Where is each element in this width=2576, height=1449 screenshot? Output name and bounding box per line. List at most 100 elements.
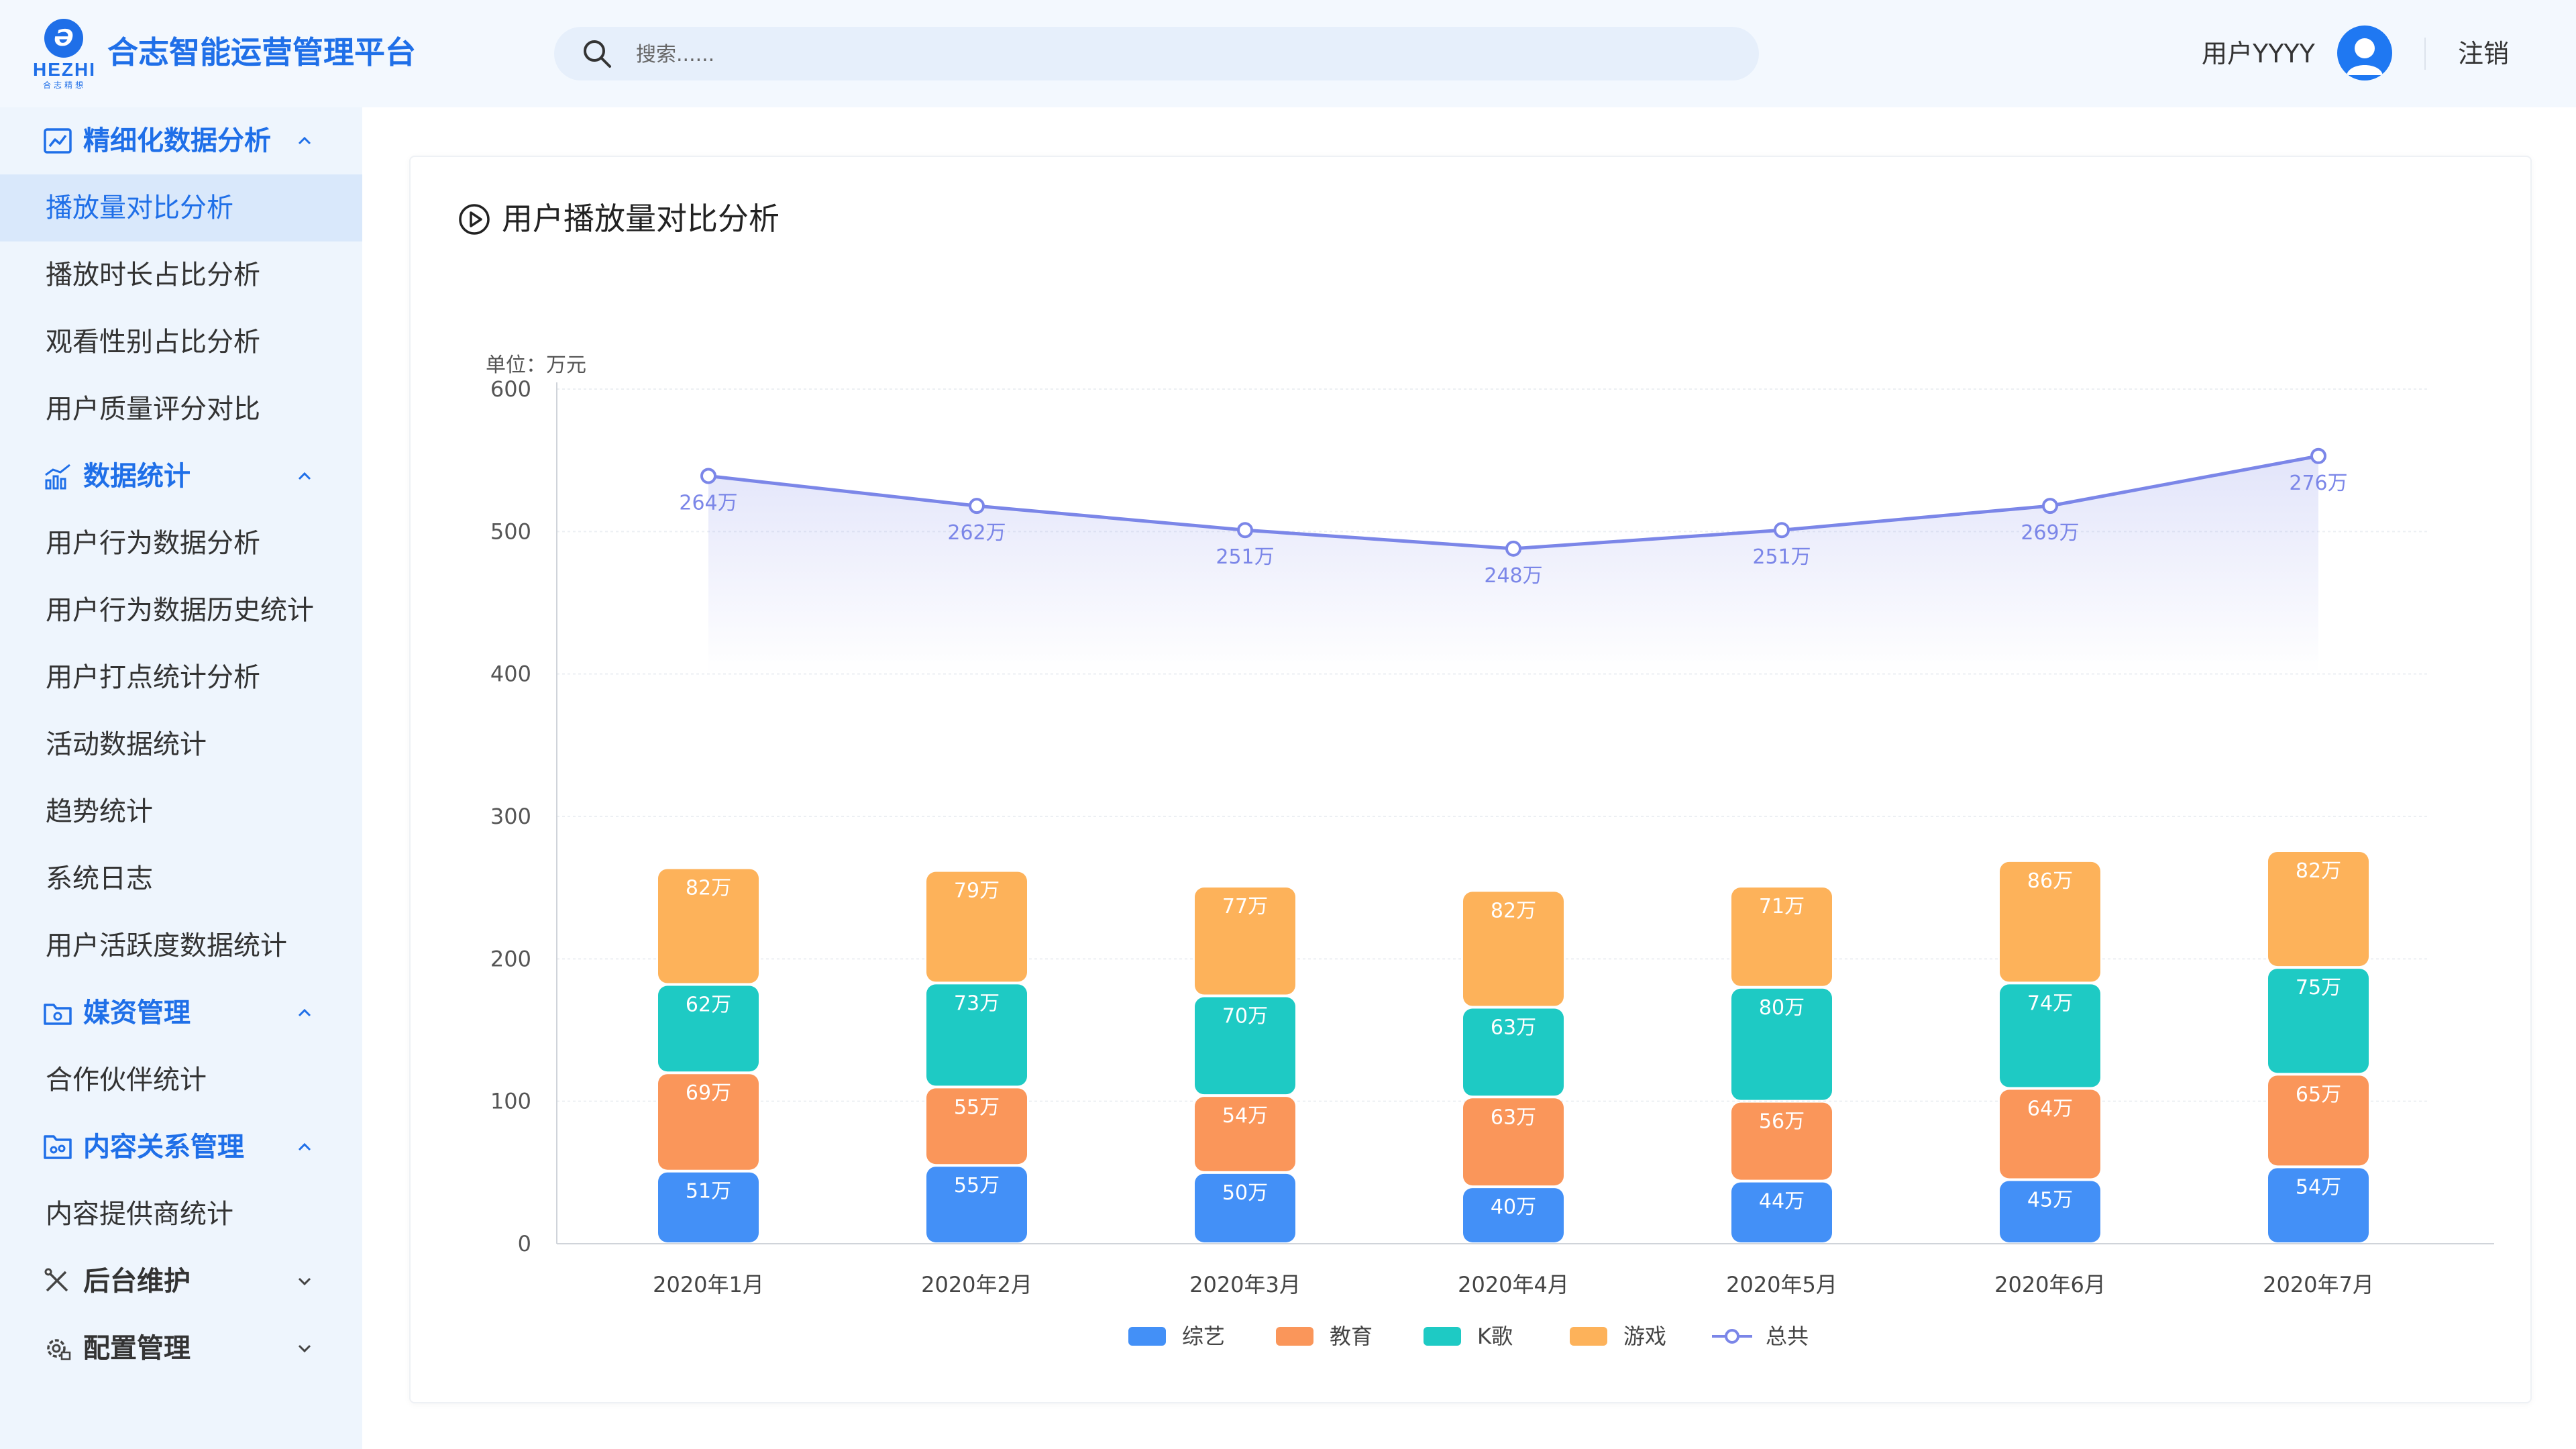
legend-label: 游戏 <box>1623 1324 1666 1349</box>
bar-data-label: 79万 <box>954 879 1000 903</box>
sidebar-item-playback-compare[interactable]: 播放量对比分析 <box>0 174 362 241</box>
bar-data-label: 40万 <box>1491 1195 1536 1219</box>
bar-education <box>926 1088 1027 1165</box>
sidebar-item-partner-stats[interactable]: 合作伙伴统计 <box>0 1046 362 1114</box>
user-avatar[interactable] <box>2337 25 2392 80</box>
sidebar: 精细化数据分析 播放量对比分析 播放时长占比分析 观看性别占比分析 用户质量评分… <box>0 107 362 1449</box>
total-line-point <box>969 498 985 515</box>
sidebar-item-duration-ratio[interactable]: 播放时长占比分析 <box>0 241 362 309</box>
sidebar-item-user-tracking[interactable]: 用户打点统计分析 <box>0 644 362 711</box>
sidebar-item-gender-ratio[interactable]: 观看性别占比分析 <box>0 309 362 376</box>
total-line-point <box>1237 522 1253 539</box>
bar-data-label: 45万 <box>2027 1188 2073 1212</box>
bar-line-chart-icon <box>45 464 70 490</box>
total-line-label: 251万 <box>1216 545 1274 569</box>
bar-ktv <box>1195 997 1295 1095</box>
sidebar-item-system-log[interactable]: 系统日志 <box>0 845 362 912</box>
legend-swatch <box>1424 1327 1461 1346</box>
user-name[interactable]: 用户YYYY <box>2202 39 2315 68</box>
bar-data-label: 55万 <box>954 1174 1000 1197</box>
search-icon[interactable] <box>581 38 613 70</box>
bar-games <box>1731 888 1832 986</box>
hezhi-logo[interactable]: Ə HEZHI 合志精想 <box>32 19 97 90</box>
bar-data-label: 55万 <box>954 1095 1000 1119</box>
bar-education <box>2268 1075 2369 1166</box>
sidebar-item-label: 趋势统计 <box>46 796 153 827</box>
legend-label: 教育 <box>1330 1324 1373 1349</box>
bar-data-label: 64万 <box>2027 1097 2073 1121</box>
sidebar-group-data-stats[interactable]: 数据统计 <box>0 443 362 510</box>
sidebar-item-label: 用户打点统计分析 <box>46 662 260 693</box>
search-bar[interactable] <box>554 27 1759 80</box>
total-line-point <box>700 468 716 484</box>
bar-games <box>1463 892 1564 1006</box>
sidebar-item-trend-stats[interactable]: 趋势统计 <box>0 778 362 845</box>
logo-text: HEZHI <box>33 59 96 80</box>
sidebar-group-label: 精细化数据分析 <box>83 125 271 156</box>
bar-games <box>1195 888 1295 995</box>
sidebar-item-label: 播放量对比分析 <box>46 193 233 223</box>
bar-data-label: 51万 <box>686 1180 731 1203</box>
bar-variety <box>1195 1173 1295 1242</box>
legend-swatch <box>1128 1327 1166 1346</box>
bar-data-label: 75万 <box>2296 976 2341 1000</box>
bar-games <box>2000 861 2100 982</box>
sidebar-item-provider-stats[interactable]: 内容提供商统计 <box>0 1181 362 1248</box>
x-tick-label: 2020年4月 <box>1458 1272 1569 1297</box>
total-line-point <box>2042 498 2058 515</box>
bar-data-label: 44万 <box>1759 1190 1805 1214</box>
trend-chart-icon <box>44 128 72 154</box>
bar-ktv <box>2268 969 2369 1073</box>
sidebar-item-label: 用户质量评分对比 <box>46 394 260 425</box>
bar-ktv <box>2000 984 2100 1087</box>
bar-data-label: 62万 <box>686 994 731 1017</box>
bar-variety <box>2268 1168 2369 1242</box>
sidebar-group-config[interactable]: 配置管理 <box>0 1315 362 1382</box>
sidebar-group-media[interactable]: 媒资管理 <box>0 979 362 1046</box>
x-tick-label: 2020年3月 <box>1189 1272 1301 1297</box>
search-input[interactable] <box>635 34 1711 75</box>
x-tick-label: 2020年6月 <box>1994 1272 2106 1297</box>
sidebar-group-content-relation[interactable]: 内容关系管理 <box>0 1114 362 1181</box>
sidebar-group-fine-analysis[interactable]: 精细化数据分析 <box>0 107 362 174</box>
bar-variety <box>658 1172 759 1242</box>
bar-data-label: 56万 <box>1759 1110 1805 1134</box>
y-tick-label: 200 <box>490 946 531 971</box>
chevron-up-icon[interactable] <box>295 133 314 149</box>
sidebar-item-quality-score[interactable]: 用户质量评分对比 <box>0 376 362 443</box>
bar-education <box>1463 1098 1564 1186</box>
legend-line-marker <box>1725 1329 1739 1344</box>
bar-ktv <box>1463 1008 1564 1096</box>
bar-ktv <box>658 985 759 1072</box>
bar-data-label: 69万 <box>686 1081 731 1105</box>
sidebar-group-label: 内容关系管理 <box>83 1132 244 1163</box>
sidebar-item-activity-stats[interactable]: 活动数据统计 <box>0 711 362 778</box>
total-line-point <box>1505 540 1521 557</box>
chevron-down-icon[interactable] <box>295 1273 314 1289</box>
chevron-up-icon[interactable] <box>295 468 314 484</box>
bar-data-label: 86万 <box>2027 869 2073 893</box>
chevron-up-icon[interactable] <box>295 1005 314 1021</box>
y-tick-label: 600 <box>490 376 531 402</box>
sidebar-item-user-behavior-history[interactable]: 用户行为数据历史统计 <box>0 577 362 644</box>
sidebar-item-label: 用户行为数据历史统计 <box>46 595 314 626</box>
total-line-area <box>708 455 2318 674</box>
logout-button[interactable]: 注销 <box>2458 39 2510 68</box>
chevron-down-icon[interactable] <box>295 1340 314 1356</box>
sidebar-item-label: 系统日志 <box>46 863 153 894</box>
sidebar-group-backend[interactable]: 后台维护 <box>0 1248 362 1315</box>
sidebar-item-user-behavior[interactable]: 用户行为数据分析 <box>0 510 362 577</box>
bar-data-label: 82万 <box>686 876 731 900</box>
chevron-up-icon[interactable] <box>295 1139 314 1155</box>
total-line-label: 248万 <box>1484 564 1542 588</box>
chart-card: 用户播放量对比分析 单位：万元 0 100 200 300 400 500 600 51万 69万… <box>409 156 2532 1403</box>
bar-data-label: 63万 <box>1491 1106 1536 1129</box>
sidebar-group-label: 数据统计 <box>83 461 191 492</box>
sidebar-item-label: 活动数据统计 <box>46 729 207 760</box>
sidebar-item-user-activity[interactable]: 用户活跃度数据统计 <box>0 912 362 979</box>
bar-games <box>658 869 759 983</box>
bar-variety <box>1731 1182 1832 1242</box>
x-tick-label: 2020年5月 <box>1726 1272 1837 1297</box>
bar-data-label: 54万 <box>1222 1104 1268 1128</box>
y-tick-label: 300 <box>490 804 531 829</box>
